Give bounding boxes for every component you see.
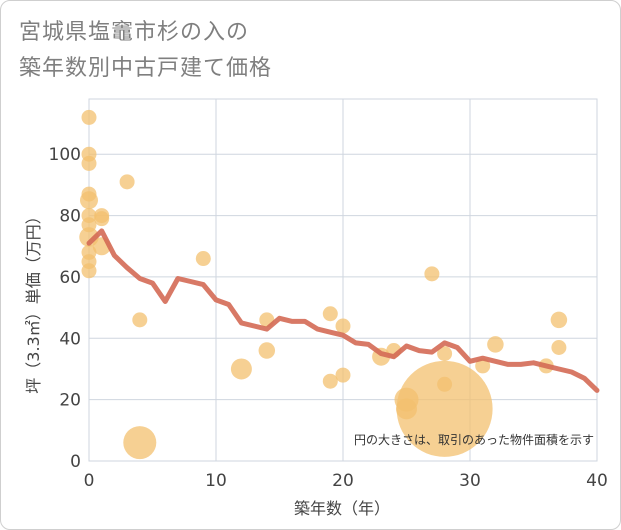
chart-title-line-2: 築年数別中古戸建て価格: [19, 56, 273, 81]
x-tick-label: 30: [459, 471, 481, 491]
data-point: [81, 263, 97, 279]
x-axis-label: 築年数（年）: [294, 499, 390, 518]
data-point: [437, 346, 453, 362]
data-point: [551, 339, 567, 355]
data-point: [322, 306, 338, 322]
data-point: [94, 211, 110, 227]
x-tick-label: 40: [586, 471, 608, 491]
data-point: [424, 266, 440, 282]
data-point: [119, 174, 135, 190]
y-axis-label: 坪（3.3㎡）単価（万円）: [24, 208, 43, 393]
bubble-size-note: 円の大きさは、取引のあった物件面積を示す: [354, 432, 594, 447]
bubble-layer: [79, 109, 568, 460]
data-point: [550, 311, 568, 329]
chart-title-line-1: 宮城県塩竈市杉の入の: [19, 20, 250, 45]
y-tick-label: 20: [59, 391, 81, 411]
y-tick-label: 40: [59, 329, 81, 349]
data-point: [335, 318, 351, 334]
data-point: [322, 373, 338, 389]
trend-layer: [86, 228, 600, 393]
x-tick-label: 10: [205, 471, 227, 491]
data-point: [335, 367, 351, 383]
chart-title: 宮城県塩竈市杉の入の 築年数別中古戸建て価格: [19, 15, 272, 87]
data-point: [258, 342, 276, 359]
data-point: [132, 312, 148, 328]
y-tick-label: 60: [59, 268, 81, 288]
data-point: [123, 426, 157, 460]
data-point: [475, 358, 491, 374]
data-point: [195, 251, 211, 267]
data-point: [396, 360, 493, 457]
data-point: [81, 109, 97, 125]
trend-line: [86, 228, 600, 393]
data-point: [487, 336, 504, 353]
y-tick-label: 80: [59, 207, 81, 227]
x-tick-label: 0: [84, 471, 95, 491]
data-point: [81, 155, 97, 171]
data-point: [230, 358, 252, 380]
grid-lines: [88, 98, 598, 462]
y-tick-label: 0: [70, 452, 81, 472]
tick-labels: 0 20 40 60 80 100 0 10 20 30 40: [49, 145, 608, 491]
y-tick-label: 100: [49, 145, 81, 165]
data-point: [80, 191, 98, 210]
x-tick-label: 20: [332, 471, 354, 491]
